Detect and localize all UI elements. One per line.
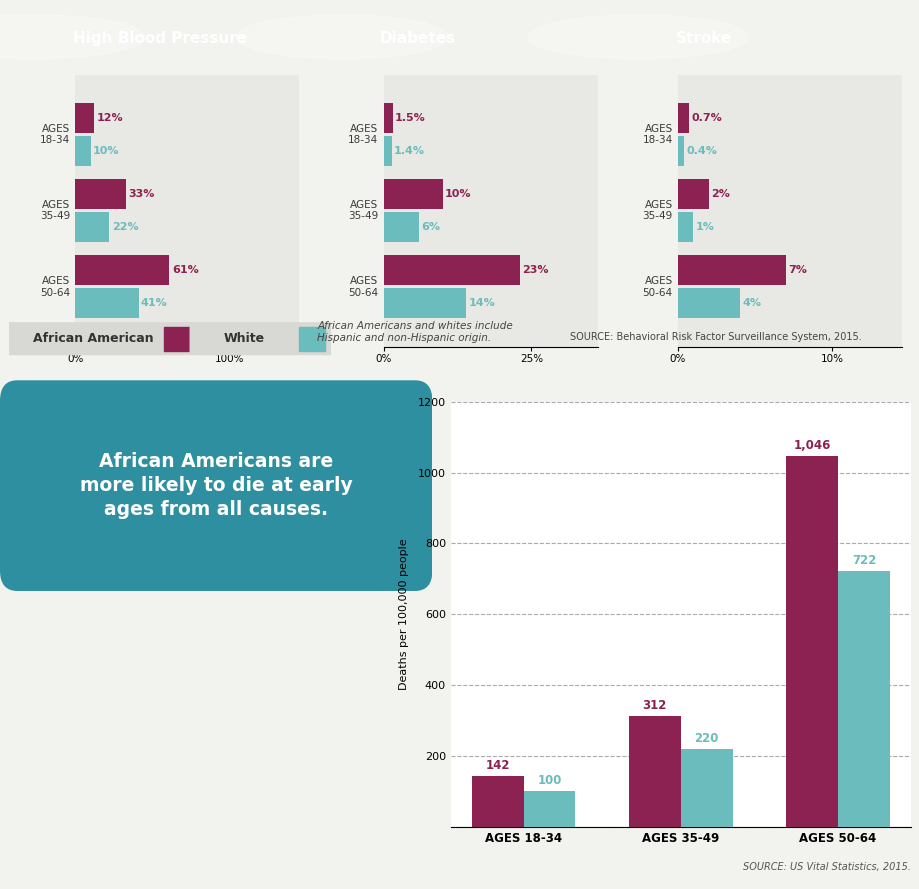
Bar: [677, 103, 688, 133]
Text: 2%: 2%: [710, 189, 730, 199]
Text: 1.4%: 1.4%: [393, 146, 425, 156]
Text: AGES
18-34: AGES 18-34: [347, 124, 378, 145]
Text: 4%: 4%: [742, 299, 760, 308]
FancyBboxPatch shape: [189, 322, 337, 356]
Text: 142: 142: [485, 759, 509, 773]
Text: AGES
50-64: AGES 50-64: [347, 276, 378, 298]
Text: 220: 220: [694, 732, 718, 745]
Text: 61%: 61%: [172, 266, 199, 276]
Text: 0.7%: 0.7%: [690, 113, 721, 123]
Bar: [299, 327, 324, 350]
Text: SOURCE: US Vital Statistics, 2015.: SOURCE: US Vital Statistics, 2015.: [742, 861, 910, 872]
Text: African Americans and whites include
Hispanic and non-Hispanic origin.: African Americans and whites include His…: [317, 321, 513, 343]
Text: AGES
18-34: AGES 18-34: [641, 124, 672, 145]
Bar: [677, 288, 739, 318]
Text: 722: 722: [851, 554, 875, 567]
Bar: [680, 749, 732, 827]
Text: African Americans are
more likely to die at early
ages from all causes.: African Americans are more likely to die…: [80, 452, 352, 519]
Circle shape: [236, 15, 448, 59]
FancyBboxPatch shape: [0, 380, 432, 591]
Text: SOURCE: Behavioral Risk Factor Surveillance System, 2015.: SOURCE: Behavioral Risk Factor Surveilla…: [570, 332, 861, 342]
Bar: [383, 255, 519, 285]
Bar: [75, 180, 126, 209]
Text: 312: 312: [642, 699, 666, 712]
Bar: [523, 791, 575, 827]
Bar: [75, 212, 109, 242]
FancyBboxPatch shape: [0, 322, 202, 356]
Text: 7%: 7%: [788, 266, 806, 276]
Bar: [383, 103, 392, 133]
Bar: [383, 212, 419, 242]
Bar: [75, 288, 139, 318]
Text: 100: 100: [537, 774, 562, 787]
Bar: [471, 776, 523, 827]
Text: Stroke: Stroke: [675, 31, 732, 46]
Text: 10%: 10%: [93, 146, 119, 156]
Y-axis label: Deaths per 100,000 people: Deaths per 100,000 people: [399, 539, 409, 690]
Bar: [785, 456, 837, 827]
Text: African American: African American: [32, 332, 153, 345]
Bar: [75, 255, 169, 285]
Text: White: White: [223, 332, 265, 345]
Text: High Blood Pressure: High Blood Pressure: [73, 31, 246, 46]
Bar: [75, 136, 91, 166]
Circle shape: [528, 15, 747, 59]
Text: 14%: 14%: [468, 299, 494, 308]
Text: AGES
35-49: AGES 35-49: [347, 200, 378, 221]
Bar: [677, 136, 684, 166]
Text: 1%: 1%: [695, 222, 714, 232]
Text: 33%: 33%: [129, 189, 154, 199]
Text: 22%: 22%: [111, 222, 138, 232]
Text: AGES
50-64: AGES 50-64: [40, 276, 70, 298]
Text: 10%: 10%: [445, 189, 471, 199]
Bar: [629, 717, 680, 827]
Text: AGES
50-64: AGES 50-64: [641, 276, 672, 298]
Bar: [383, 136, 391, 166]
Text: 6%: 6%: [421, 222, 440, 232]
Bar: [383, 180, 442, 209]
Text: AGES
35-49: AGES 35-49: [641, 200, 672, 221]
Text: 1.5%: 1.5%: [394, 113, 425, 123]
Circle shape: [0, 15, 145, 59]
Text: 12%: 12%: [96, 113, 123, 123]
Bar: [75, 103, 94, 133]
Bar: [677, 180, 709, 209]
Text: Diabetes: Diabetes: [379, 31, 455, 46]
Bar: [677, 255, 785, 285]
Text: 0.4%: 0.4%: [686, 146, 717, 156]
Bar: [677, 212, 693, 242]
Text: AGES
18-34: AGES 18-34: [40, 124, 70, 145]
Text: 41%: 41%: [141, 299, 167, 308]
Text: AGES
35-49: AGES 35-49: [40, 200, 70, 221]
Bar: [837, 571, 889, 827]
Bar: [164, 327, 189, 350]
Text: 23%: 23%: [521, 266, 548, 276]
Text: 1,046: 1,046: [792, 439, 830, 453]
Bar: [383, 288, 466, 318]
